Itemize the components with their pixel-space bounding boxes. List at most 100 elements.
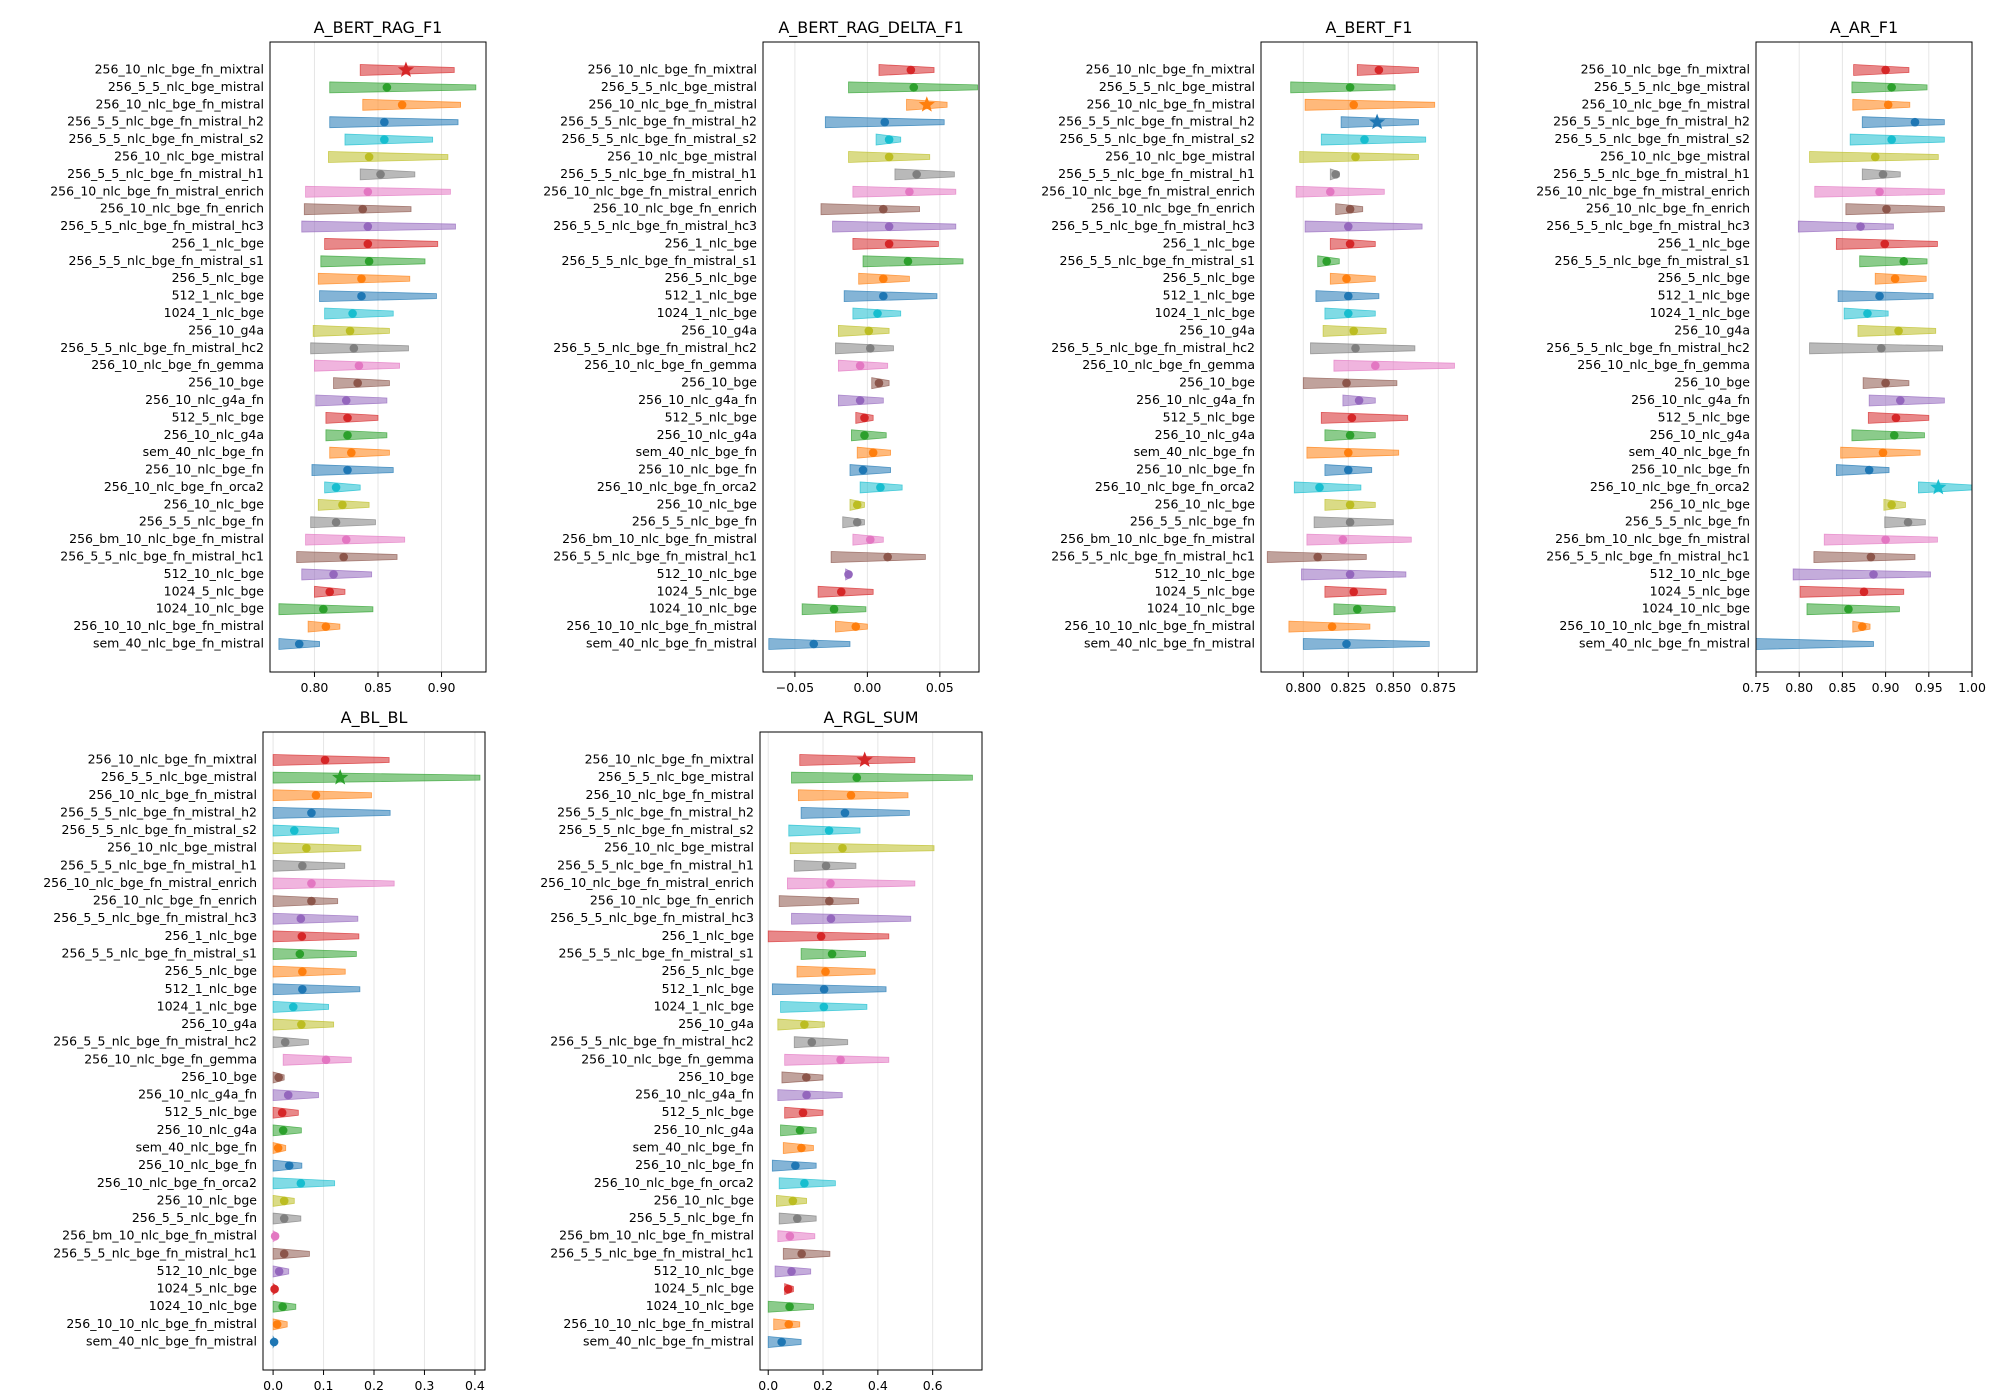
- category-label: 256_1_nlc_bge: [1658, 235, 1751, 250]
- point-marker: [345, 326, 355, 336]
- interval-band: [1806, 603, 1900, 616]
- category-label: 256_10_nlc_bge_fn_enrich: [590, 893, 754, 908]
- point-marker: [341, 535, 351, 544]
- point-marker: [269, 1337, 279, 1347]
- point-marker: [1313, 552, 1322, 562]
- point-marker: [364, 257, 374, 266]
- interval-band: [778, 895, 860, 908]
- interval-band: [272, 948, 357, 960]
- point-marker: [1349, 587, 1358, 597]
- point-marker: [302, 843, 311, 853]
- point-marker: [343, 465, 352, 475]
- point-marker: [1864, 465, 1874, 475]
- interval-band: [1845, 203, 1945, 216]
- category-label: 256_5_5_nlc_bge_fn: [632, 514, 757, 529]
- category-label: 1024_10_nlc_bge: [646, 1298, 755, 1313]
- point-marker: [376, 170, 385, 179]
- point-marker: [319, 604, 328, 614]
- category-label: 256_5_5_nlc_bge_fn_mistral_hc2: [1051, 340, 1255, 355]
- interval-band: [832, 220, 957, 233]
- point-marker: [797, 1143, 806, 1153]
- category-label: 256_10_nlc_bge_fn_gemma: [84, 1051, 257, 1066]
- point-marker: [278, 1126, 288, 1135]
- point-marker: [1344, 448, 1353, 457]
- point-marker: [879, 291, 888, 301]
- category-label: 256_5_5_nlc_bge_fn_mistral_s1: [69, 253, 264, 268]
- interval-band: [1295, 185, 1385, 198]
- point-marker: [792, 1214, 802, 1223]
- x-tick-label: 0.75: [1742, 680, 1770, 695]
- point-marker: [865, 535, 875, 544]
- category-label: 256_5_5_nlc_bge_mistral: [1099, 79, 1255, 94]
- interval-band: [325, 429, 388, 442]
- x-tick-label: 0.0: [758, 1378, 778, 1393]
- point-marker: [296, 1178, 306, 1188]
- interval-band: [311, 464, 394, 476]
- point-marker: [884, 239, 894, 249]
- category-label: 512_5_nlc_bge: [662, 1104, 755, 1119]
- point-marker: [1881, 65, 1890, 75]
- category-label: sem_40_nlc_bge_fn: [136, 1140, 257, 1155]
- interval-band: [852, 238, 939, 250]
- point-marker: [353, 378, 362, 388]
- point-marker: [1857, 622, 1867, 631]
- interval-band: [359, 168, 416, 181]
- point-marker: [783, 1284, 793, 1294]
- category-label: 256_1_nlc_bge: [662, 928, 755, 943]
- point-marker: [855, 361, 865, 370]
- point-marker: [298, 967, 307, 976]
- point-marker: [1371, 361, 1380, 370]
- interval-band: [1320, 133, 1427, 146]
- category-label: sem_40_nlc_bge_fn: [633, 1140, 754, 1155]
- point-marker: [1326, 187, 1335, 197]
- category-label: 512_1_nlc_bge: [172, 288, 265, 303]
- point-marker: [1856, 222, 1865, 231]
- point-marker: [791, 1161, 800, 1170]
- point-marker: [1351, 344, 1360, 353]
- point-marker: [380, 117, 389, 127]
- point-marker: [1895, 396, 1905, 405]
- interval-band: [1304, 220, 1423, 233]
- category-label: 256_1_nlc_bge: [165, 928, 258, 943]
- interval-band: [315, 394, 388, 407]
- point-marker: [295, 949, 305, 959]
- category-label: 1024_10_nlc_bge: [156, 601, 265, 616]
- interval-band: [1306, 533, 1412, 546]
- interval-band: [1306, 446, 1400, 459]
- category-label: 256_10_bge: [181, 1069, 257, 1084]
- x-tick-label: 0.800: [1285, 680, 1321, 695]
- point-marker: [397, 100, 407, 110]
- category-label: 256_10_nlc_bge_mistral: [1105, 148, 1255, 163]
- interval-band: [272, 912, 359, 925]
- category-label: 256_10_nlc_bge_fn_mistral_enrich: [543, 183, 757, 198]
- category-label: 256_10_10_nlc_bge_fn_mistral: [73, 618, 264, 633]
- point-marker: [1327, 622, 1337, 631]
- category-label: 256_10_nlc_bge_fn_mistral: [1582, 96, 1751, 111]
- interval-band: [303, 203, 412, 216]
- panel-title: A_BL_BL: [341, 708, 408, 728]
- interval-band: [1302, 638, 1430, 650]
- interval-band: [817, 585, 874, 598]
- point-marker: [807, 1037, 817, 1047]
- point-marker: [784, 1320, 794, 1329]
- x-tick-label: 0.825: [1330, 680, 1366, 695]
- point-marker: [858, 465, 868, 475]
- category-label: 256_5_5_nlc_bge_fn_mistral_s2: [1060, 131, 1255, 146]
- interval-band: [843, 290, 938, 303]
- interval-band: [272, 771, 481, 784]
- category-label: 256_10_nlc_bge_fn_orca2: [104, 479, 264, 494]
- point-marker: [279, 1196, 289, 1206]
- category-label: 256_5_nlc_bge: [165, 963, 258, 978]
- panel-title: A_RGL_SUM: [823, 708, 918, 728]
- category-label: 256_5_5_nlc_bge_fn_mistral_h2: [557, 804, 754, 819]
- point-marker: [280, 1037, 290, 1047]
- point-marker: [1345, 500, 1355, 510]
- category-label: 256_bm_10_nlc_bge_fn_mistral: [62, 1228, 257, 1243]
- point-marker: [909, 83, 919, 92]
- category-label: sem_40_nlc_bge_fn_mistral: [93, 636, 264, 651]
- category-label: 256_10_g4a: [681, 322, 757, 337]
- point-marker: [279, 1249, 289, 1259]
- point-marker: [297, 932, 307, 941]
- interval-band: [272, 824, 340, 837]
- category-label: 512_10_nlc_bge: [657, 566, 758, 581]
